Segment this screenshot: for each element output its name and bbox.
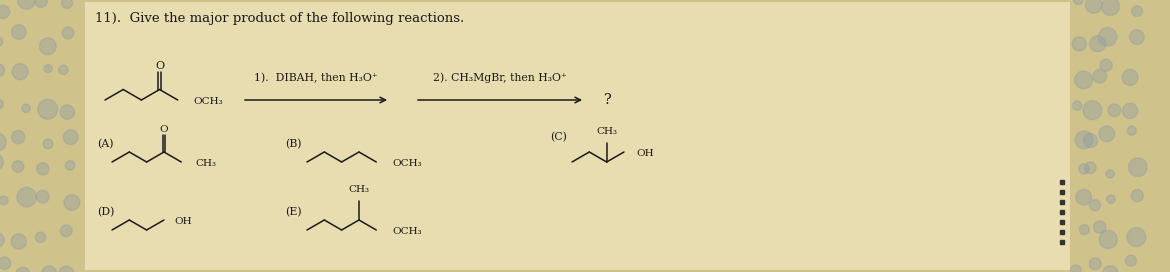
- Circle shape: [1075, 131, 1093, 149]
- Text: 2). CH₃MgBr, then H₃O⁺: 2). CH₃MgBr, then H₃O⁺: [433, 73, 567, 83]
- Text: CH₃: CH₃: [597, 127, 617, 136]
- Text: CH₃: CH₃: [349, 185, 370, 194]
- Circle shape: [1075, 71, 1093, 89]
- Circle shape: [42, 266, 57, 272]
- Circle shape: [1129, 30, 1144, 44]
- FancyBboxPatch shape: [85, 2, 1071, 270]
- Text: 11).  Give the major product of the following reactions.: 11). Give the major product of the follo…: [95, 12, 464, 25]
- Circle shape: [1086, 0, 1102, 13]
- Circle shape: [12, 64, 28, 80]
- Circle shape: [1089, 258, 1101, 270]
- Circle shape: [1127, 228, 1145, 246]
- Circle shape: [1079, 164, 1089, 174]
- Circle shape: [36, 190, 49, 203]
- Circle shape: [0, 196, 8, 205]
- Circle shape: [37, 99, 57, 119]
- Circle shape: [40, 38, 56, 55]
- Circle shape: [1094, 221, 1106, 233]
- Circle shape: [0, 64, 5, 77]
- Circle shape: [12, 25, 26, 39]
- Circle shape: [16, 267, 30, 272]
- Circle shape: [1093, 69, 1107, 83]
- Circle shape: [1072, 37, 1086, 51]
- Circle shape: [22, 104, 30, 113]
- Circle shape: [58, 266, 74, 272]
- Circle shape: [1131, 6, 1142, 17]
- Text: OH: OH: [174, 217, 192, 225]
- Circle shape: [44, 65, 53, 73]
- Circle shape: [1089, 200, 1101, 211]
- Circle shape: [0, 257, 11, 270]
- Circle shape: [1080, 225, 1089, 234]
- Circle shape: [35, 0, 47, 7]
- Circle shape: [12, 131, 25, 144]
- Circle shape: [1106, 170, 1114, 178]
- Circle shape: [1089, 36, 1106, 52]
- Circle shape: [1122, 69, 1138, 85]
- Circle shape: [1073, 101, 1082, 110]
- Circle shape: [66, 160, 75, 170]
- Circle shape: [1099, 126, 1115, 142]
- Circle shape: [1102, 0, 1120, 16]
- Text: (E): (E): [285, 207, 302, 217]
- Circle shape: [1126, 255, 1136, 266]
- Text: OCH₃: OCH₃: [194, 97, 223, 106]
- Circle shape: [1083, 134, 1097, 147]
- Circle shape: [1099, 28, 1117, 46]
- Circle shape: [62, 0, 73, 8]
- Circle shape: [12, 161, 23, 172]
- Circle shape: [35, 232, 46, 242]
- Text: ?: ?: [603, 93, 611, 107]
- Circle shape: [0, 154, 4, 170]
- Circle shape: [61, 225, 73, 237]
- Text: OCH₃: OCH₃: [392, 159, 422, 168]
- Text: OH: OH: [636, 150, 654, 159]
- Circle shape: [0, 232, 5, 248]
- Circle shape: [0, 99, 4, 109]
- Text: OCH₃: OCH₃: [392, 227, 422, 236]
- Circle shape: [63, 130, 78, 144]
- Circle shape: [58, 65, 68, 75]
- Circle shape: [1071, 265, 1081, 272]
- Circle shape: [16, 187, 36, 207]
- Circle shape: [60, 105, 75, 119]
- Circle shape: [1129, 158, 1147, 177]
- Text: (A): (A): [97, 139, 113, 149]
- Text: CH₃: CH₃: [195, 159, 216, 168]
- Circle shape: [0, 5, 9, 18]
- Circle shape: [1107, 195, 1115, 203]
- Text: (C): (C): [550, 132, 567, 142]
- Circle shape: [0, 133, 6, 151]
- Circle shape: [1085, 162, 1096, 174]
- Circle shape: [1083, 101, 1102, 120]
- Circle shape: [1102, 266, 1119, 272]
- Circle shape: [11, 234, 27, 249]
- Circle shape: [1131, 190, 1143, 202]
- Text: (B): (B): [285, 139, 302, 149]
- Circle shape: [1127, 126, 1136, 135]
- Circle shape: [0, 37, 2, 47]
- Circle shape: [18, 0, 35, 9]
- Circle shape: [1099, 230, 1117, 249]
- Text: (D): (D): [97, 207, 115, 217]
- Circle shape: [43, 139, 53, 149]
- Circle shape: [1100, 59, 1113, 71]
- Text: O: O: [154, 61, 164, 71]
- Circle shape: [62, 27, 74, 39]
- Circle shape: [64, 195, 80, 210]
- Circle shape: [1122, 103, 1137, 119]
- Circle shape: [1076, 189, 1092, 205]
- Circle shape: [1074, 0, 1083, 5]
- Text: 1).  DIBAH, then H₃O⁺: 1). DIBAH, then H₃O⁺: [254, 73, 378, 83]
- Circle shape: [36, 163, 49, 175]
- Circle shape: [1108, 104, 1121, 117]
- Text: O: O: [159, 125, 168, 134]
